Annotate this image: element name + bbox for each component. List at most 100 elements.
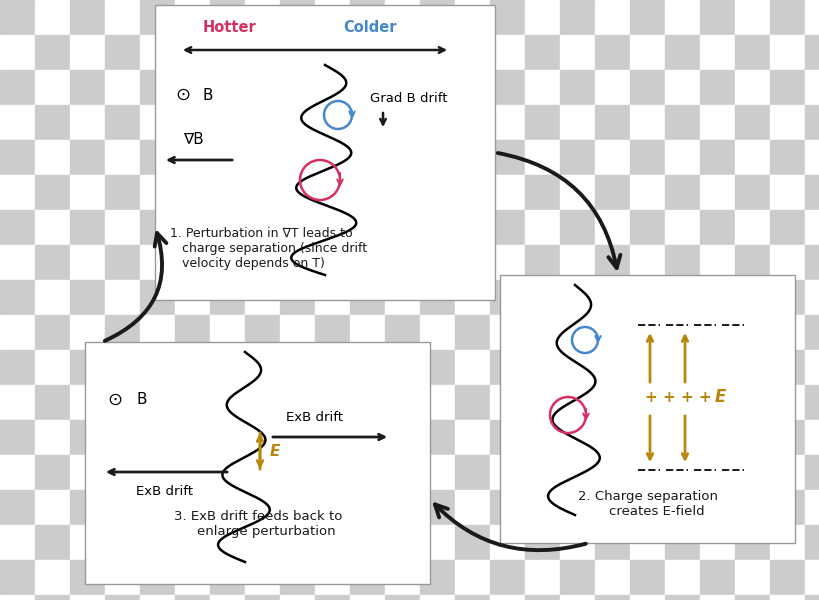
Bar [699,35,734,70]
Bar [350,385,385,420]
Bar [664,560,699,595]
Bar [105,175,140,210]
Bar [70,245,105,280]
Bar [734,105,769,140]
Bar [210,245,245,280]
Bar [174,315,210,350]
Bar [629,140,664,175]
Bar [174,105,210,140]
Bar [350,560,385,595]
Bar [629,490,664,525]
Bar [140,245,174,280]
Bar [140,560,174,595]
Bar [105,315,140,350]
Bar [769,245,804,280]
Bar [524,315,559,350]
Bar [559,455,595,490]
Bar [419,525,455,560]
Bar [455,385,490,420]
Bar [595,175,629,210]
Bar [140,455,174,490]
Bar [140,420,174,455]
Text: 3. ExB drift feeds back to
    enlarge perturbation: 3. ExB drift feeds back to enlarge pertu… [174,510,342,538]
Bar [210,420,245,455]
Bar [524,210,559,245]
Bar [524,420,559,455]
Bar [455,525,490,560]
Bar [385,560,419,595]
Bar [314,315,350,350]
Bar [85,342,429,584]
Bar [524,105,559,140]
Bar [105,420,140,455]
Bar [210,350,245,385]
Bar [70,105,105,140]
Bar [174,350,210,385]
Bar [595,315,629,350]
Bar [140,70,174,105]
Bar [70,560,105,595]
Bar [35,35,70,70]
Bar [455,315,490,350]
FancyArrowPatch shape [497,153,620,268]
Bar [0,280,35,315]
Bar [664,245,699,280]
Bar [245,210,279,245]
Bar [769,385,804,420]
Bar [210,595,245,600]
Bar [629,560,664,595]
Bar [595,455,629,490]
Bar [35,350,70,385]
Bar [559,70,595,105]
Bar [105,490,140,525]
Bar [279,420,314,455]
Bar [314,210,350,245]
Bar [245,420,279,455]
Bar [664,70,699,105]
Bar [699,70,734,105]
Bar [385,105,419,140]
Bar [664,490,699,525]
Bar [105,525,140,560]
Bar [314,70,350,105]
Bar [734,210,769,245]
Bar [350,315,385,350]
Bar [210,35,245,70]
Bar [490,105,524,140]
Bar [105,0,140,35]
Bar [155,5,495,300]
Bar [490,455,524,490]
Bar [210,385,245,420]
Bar [490,595,524,600]
Bar [419,210,455,245]
Bar [419,0,455,35]
Bar [699,0,734,35]
Bar [804,455,819,490]
Bar [279,595,314,600]
Bar [629,385,664,420]
Bar [140,0,174,35]
Bar [629,595,664,600]
Bar [419,105,455,140]
Bar [455,140,490,175]
Bar [699,560,734,595]
Bar [455,560,490,595]
Text: Hotter: Hotter [203,19,256,34]
Bar [629,525,664,560]
Bar [174,140,210,175]
Bar [140,525,174,560]
Bar [350,105,385,140]
Bar [385,140,419,175]
Bar [105,280,140,315]
Bar [279,315,314,350]
Bar [734,35,769,70]
Bar [419,70,455,105]
Bar [245,105,279,140]
Bar [0,105,35,140]
Bar [35,105,70,140]
Bar [279,525,314,560]
Bar [734,525,769,560]
Bar [419,490,455,525]
Bar [314,175,350,210]
Bar [559,35,595,70]
